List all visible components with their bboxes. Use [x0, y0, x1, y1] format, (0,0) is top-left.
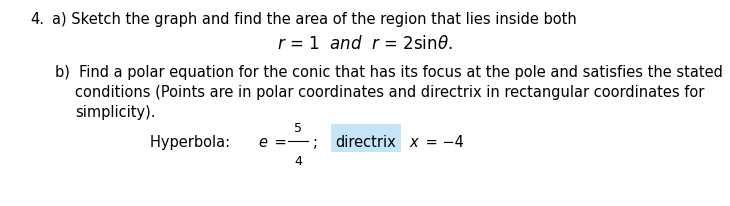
Text: x: x: [409, 134, 418, 149]
Text: $r$ = 1  $\mathit{and}$  $r$ = 2sin$\theta$.: $r$ = 1 $\mathit{and}$ $r$ = 2sin$\theta…: [277, 35, 453, 53]
Text: a) Sketch the graph and find the area of the region that lies inside both: a) Sketch the graph and find the area of…: [52, 12, 577, 27]
Text: directrix: directrix: [335, 134, 396, 149]
Text: ;: ;: [313, 134, 318, 149]
Text: 4.: 4.: [30, 12, 44, 27]
Text: =: =: [270, 134, 287, 149]
Text: 5: 5: [294, 121, 302, 134]
Text: 4: 4: [294, 154, 302, 167]
Text: Hyperbola:: Hyperbola:: [150, 134, 244, 149]
Text: e: e: [258, 134, 267, 149]
Text: = −4: = −4: [421, 134, 464, 149]
Text: conditions (Points are in polar coordinates and directrix in rectangular coordin: conditions (Points are in polar coordina…: [75, 85, 704, 99]
Text: simplicity).: simplicity).: [75, 104, 155, 119]
Text: b)  Find a polar equation for the conic that has its focus at the pole and satis: b) Find a polar equation for the conic t…: [55, 65, 723, 80]
